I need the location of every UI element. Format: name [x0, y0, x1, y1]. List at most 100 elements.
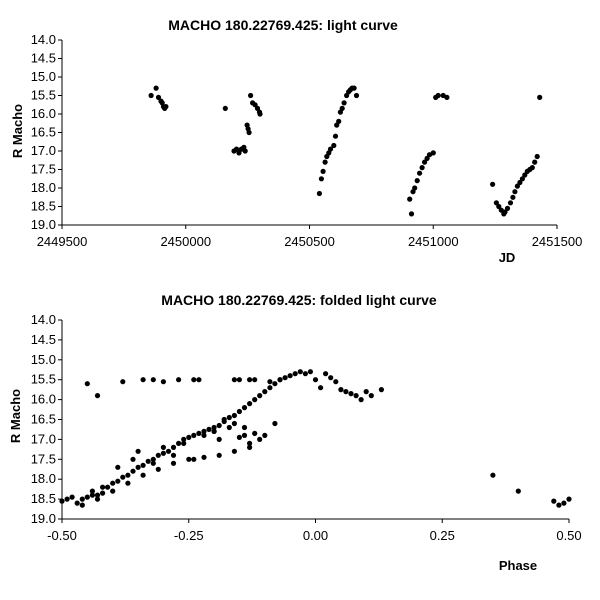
chart-2-y-tick-label: 15.0 — [31, 352, 56, 367]
chart-2-x-tick-label: -0.25 — [174, 528, 204, 543]
chart-1-data-point — [519, 176, 526, 182]
chart-2-data-point — [297, 369, 303, 375]
chart-1-data-point — [507, 200, 514, 206]
chart-2-data-point — [201, 454, 207, 460]
chart-2-data-point — [150, 377, 156, 383]
chart-1-data-point — [341, 100, 347, 106]
chart-2-data-point — [247, 440, 253, 446]
chart-1-title: MACHO 180.22769.425: light curve — [168, 17, 398, 33]
chart-2-data-point — [247, 377, 253, 383]
chart-2-data-point — [206, 426, 212, 432]
chart-2-data-point — [191, 377, 197, 383]
chart-2-data-point — [94, 492, 101, 498]
chart-1-data-point — [222, 105, 228, 111]
chart-1-data-point — [322, 159, 328, 165]
chart-1-y-tick-label: 18.0 — [31, 180, 56, 195]
chart-2-data-point — [120, 379, 126, 385]
chart-2-data-point — [247, 444, 253, 450]
chart-1-data-point — [407, 196, 413, 202]
chart-2-points — [59, 369, 572, 508]
chart-2-data-point — [170, 460, 177, 466]
chart-1-data-point — [517, 179, 523, 186]
chart-1-data-point — [534, 153, 540, 160]
chart-2-data-point — [160, 379, 166, 385]
chart-2-data-point — [170, 452, 177, 458]
chart-2-data-point — [262, 432, 268, 438]
chart-1-y-axis-label: R Macho — [10, 104, 25, 158]
chart-2-data-point — [231, 412, 237, 419]
chart-2-y-tick-label: 19.0 — [31, 511, 56, 526]
chart-1-data-point — [512, 189, 518, 195]
chart-2-data-point — [368, 393, 374, 399]
chart-2-data-point — [287, 373, 293, 379]
chart-2: MACHO 180.22769.425: folded light curve … — [8, 292, 582, 573]
chart-2-data-point — [363, 389, 369, 395]
chart-1-y-tick-label: 17.0 — [31, 143, 56, 158]
chart-2-data-point — [231, 377, 237, 383]
chart-2-data-point — [277, 377, 283, 383]
chart-2-data-point — [100, 484, 106, 490]
chart-2-data-point — [74, 500, 80, 506]
chart-2-data-point — [267, 385, 273, 391]
chart-2-data-point — [125, 472, 131, 478]
chart-2-data-point — [140, 377, 146, 383]
chart-2-data-point — [130, 468, 136, 474]
chart-2-data-point — [160, 444, 166, 450]
chart-2-data-point — [241, 432, 248, 438]
chart-2-data-point — [338, 387, 344, 393]
chart-1-y-tick-label: 18.5 — [31, 199, 56, 214]
chart-2-data-point — [252, 377, 258, 383]
chart-1: MACHO 180.22769.425: light curve R Macho… — [10, 17, 582, 265]
chart-2-data-point — [94, 393, 101, 399]
chart-2-data-point — [236, 408, 242, 415]
chart-2-data-point — [343, 389, 349, 395]
chart-1-data-point — [537, 94, 543, 100]
chart-2-data-point — [272, 381, 278, 387]
chart-1-y-tick-label: 16.5 — [31, 125, 56, 140]
chart-2-data-point — [110, 488, 116, 494]
chart-2-y-tick-label: 18.0 — [31, 471, 56, 486]
chart-2-data-point — [241, 424, 248, 431]
chart-2-data-point — [236, 377, 242, 383]
chart-2-y-tick-label: 17.0 — [31, 431, 56, 446]
chart-1-y-tick-label: 17.5 — [31, 162, 56, 177]
chart-1-data-point — [246, 129, 252, 136]
chart-2-data-point — [89, 488, 95, 494]
chart-1-data-point — [412, 185, 418, 191]
chart-1-data-point — [417, 170, 423, 176]
chart-2-data-point — [181, 440, 187, 446]
chart-2-data-point — [155, 466, 161, 472]
chart-1-points — [148, 85, 543, 217]
chart-1-data-point — [490, 181, 496, 187]
chart-1-data-point — [493, 200, 499, 206]
chart-1-data-point — [353, 92, 360, 99]
chart-1-data-point — [233, 146, 240, 152]
chart-2-data-point — [267, 379, 273, 385]
chart-1-data-point — [327, 146, 334, 152]
chart-2-data-point — [181, 436, 187, 442]
chart-1-data-point — [496, 203, 502, 210]
chart-2-data-point — [292, 371, 298, 377]
chart-2-data-point — [135, 448, 141, 454]
chart-2-data-point — [490, 472, 496, 478]
chart-1-data-point — [351, 85, 357, 91]
chart-2-y-tick-label: 18.5 — [31, 491, 56, 506]
chart-1-y-tick-label: 14.5 — [31, 51, 56, 66]
chart-1-data-point — [148, 92, 154, 99]
chart-2-data-point — [201, 432, 207, 438]
chart-2-data-point — [120, 474, 126, 480]
chart-1-data-point — [153, 85, 159, 91]
chart-2-data-point — [551, 498, 557, 504]
chart-2-data-point — [59, 498, 65, 504]
chart-2-data-point — [160, 450, 166, 456]
chart-2-data-point — [378, 387, 384, 393]
chart-2-data-point — [282, 375, 288, 381]
chart-2-data-point — [226, 424, 232, 431]
chart-2-data-point — [105, 484, 111, 490]
chart-1-data-point — [408, 211, 415, 217]
chart-2-data-point — [130, 456, 136, 462]
chart-2-data-point — [135, 464, 141, 470]
chart-2-data-point — [241, 405, 248, 411]
chart-2-data-point — [561, 500, 567, 506]
